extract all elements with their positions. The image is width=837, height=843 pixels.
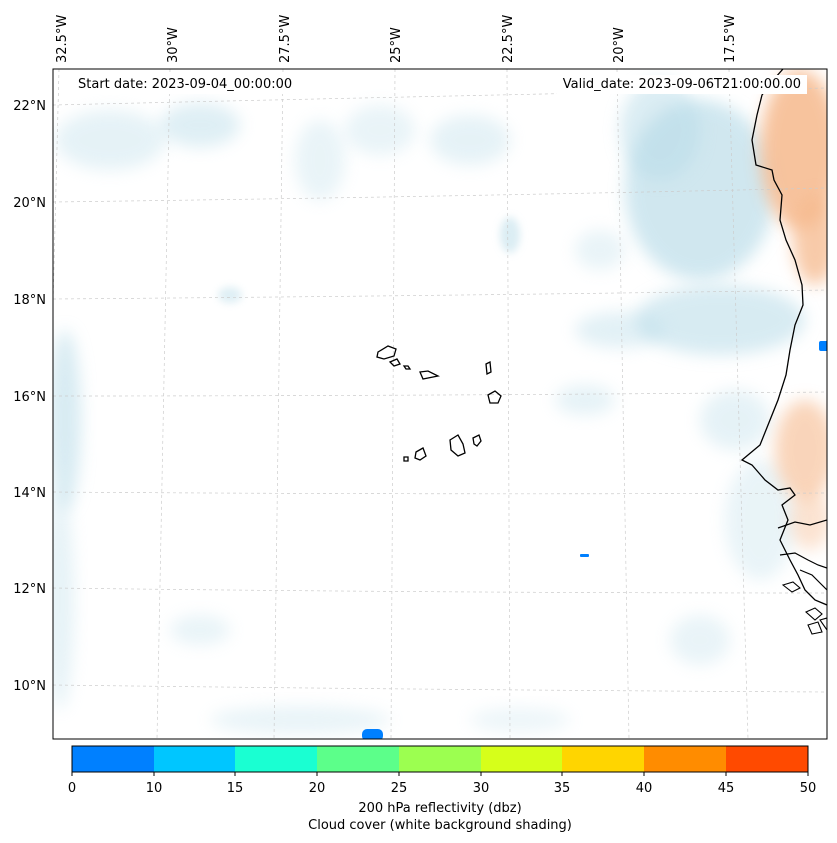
colorbar-tick: 15 [227, 781, 244, 796]
lat-label: 20°N [13, 196, 46, 211]
colorbar-segment [481, 746, 563, 772]
colorbar-tick: 40 [636, 781, 653, 796]
africa-coastline [740, 69, 827, 606]
lat-label: 14°N [13, 486, 46, 501]
lon-label: 27.5°W [278, 15, 293, 63]
lon-label: 25°W [389, 27, 404, 63]
lat-label: 22°N [13, 99, 46, 114]
reflectivity-cells [362, 341, 827, 739]
colorbar-tick: 35 [554, 781, 571, 796]
latitude-labels: 22°N 20°N 18°N 16°N 14°N 12°N 10°N [13, 99, 46, 694]
colorbar-label: 200 hPa reflectivity (dbz) [358, 801, 522, 816]
lat-label: 12°N [13, 582, 46, 597]
lon-label: 22.5°W [501, 15, 516, 63]
colorbar-tick: 30 [473, 781, 490, 796]
gambia-river [777, 519, 827, 529]
colorbar-sublabel: Cloud cover (white background shading) [308, 818, 572, 833]
colorbar-segment [399, 746, 481, 772]
longitude-labels: 32.5°W 30°W 27.5°W 25°W 22.5°W 20°W 17.5… [55, 15, 738, 63]
lat-label: 18°N [13, 293, 46, 308]
colorbar-segment [235, 746, 317, 772]
colorbar-segment [726, 746, 808, 772]
start-date-label: Start date: 2023-09-04_00:00:00 [72, 75, 299, 94]
colorbar-segment [72, 746, 154, 772]
colorbar-frame [71, 745, 809, 773]
map-frame [52, 68, 828, 740]
valid-date-label: Valid_date: 2023-09-06T21:00:00.00 [556, 75, 807, 94]
colorbar-tick: 10 [146, 781, 163, 796]
lat-label: 10°N [13, 679, 46, 694]
colorbar: 0 10 15 20 25 30 35 40 45 50 [68, 745, 817, 796]
colorbar-tick: 50 [800, 781, 817, 796]
lon-label: 17.5°W [723, 15, 738, 63]
lat-label: 16°N [13, 390, 46, 405]
colorbar-tick: 0 [68, 781, 76, 796]
colorbar-segment [562, 746, 644, 772]
colorbar-tick: 25 [391, 781, 408, 796]
lon-label: 32.5°W [55, 15, 70, 63]
colorbar-tick: 45 [718, 781, 735, 796]
lon-label: 30°W [166, 27, 181, 63]
gridlines [53, 69, 827, 739]
bijagos-islands [781, 581, 827, 635]
colorbar-segment [644, 746, 726, 772]
lon-label: 20°W [612, 27, 627, 63]
cape-verde-islands [376, 345, 502, 462]
warm-shading [760, 70, 827, 550]
colorbar-segment [317, 746, 399, 772]
colorbar-segment [154, 746, 236, 772]
guinea-bissau-coast [779, 552, 827, 591]
colorbar-tick: 20 [309, 781, 326, 796]
